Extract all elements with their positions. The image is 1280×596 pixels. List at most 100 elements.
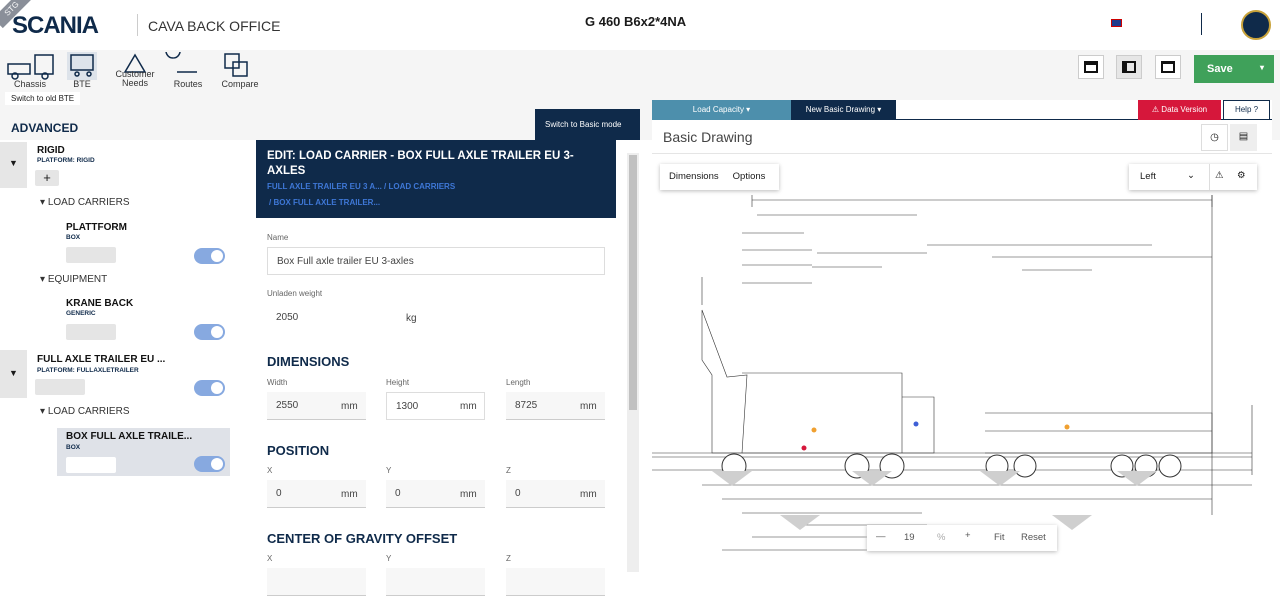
label: Left bbox=[1140, 171, 1156, 182]
label: X bbox=[267, 466, 273, 475]
breadcrumb[interactable]: FULL AXLE TRAILER EU 3 A... / LOAD CARRI… bbox=[267, 182, 456, 191]
label: Data Version bbox=[1161, 105, 1208, 114]
tree-label: EQUIPMENT bbox=[47, 274, 108, 285]
unit: mm bbox=[580, 489, 597, 500]
caret[interactable]: ▼ bbox=[0, 142, 27, 188]
label: Help bbox=[1234, 105, 1252, 114]
switch-basic[interactable]: Switch to Basic mode bbox=[535, 109, 640, 140]
tool-bte[interactable]: BTE bbox=[73, 79, 91, 89]
options-btn[interactable]: Options bbox=[732, 171, 766, 182]
tree-label: ▾ LOAD CARRIERS bbox=[40, 197, 130, 208]
tree-label: BOX FULL AXLE TRAILE... bbox=[66, 431, 193, 442]
label: Unladen weight bbox=[267, 289, 323, 298]
toggle[interactable] bbox=[194, 248, 225, 264]
tree-sub: PLATFORM: FULLAXLETRAILER bbox=[37, 367, 139, 374]
tool-chassis[interactable]: Chassis bbox=[13, 79, 46, 89]
divider bbox=[137, 14, 138, 36]
zoom-bar: — 19 % + Fit Reset bbox=[867, 525, 1057, 551]
item-actions[interactable] bbox=[66, 324, 116, 340]
unit: kg bbox=[406, 313, 417, 324]
input[interactable] bbox=[267, 568, 366, 596]
view-btn[interactable] bbox=[1078, 55, 1104, 79]
divider bbox=[1201, 13, 1202, 35]
input[interactable]: 0 bbox=[386, 480, 485, 508]
caret[interactable]: ▼ bbox=[0, 350, 27, 398]
zoom-in[interactable]: + bbox=[965, 530, 971, 541]
tree-label: KRANE BACK bbox=[66, 298, 134, 309]
input[interactable]: 0 bbox=[506, 480, 605, 508]
zoom-value[interactable]: 19 bbox=[904, 532, 915, 543]
drawing-heading: Basic Drawing bbox=[663, 129, 753, 145]
item-actions[interactable] bbox=[66, 247, 116, 263]
weight-input[interactable]: 2050 bbox=[267, 304, 417, 332]
item-actions[interactable] bbox=[35, 379, 85, 395]
scrollbar[interactable] bbox=[232, 144, 242, 572]
label: Z bbox=[506, 466, 511, 475]
label: Length bbox=[506, 378, 531, 387]
input[interactable]: 1300 bbox=[386, 392, 485, 420]
tab-label: Load Capacity bbox=[692, 105, 744, 114]
view-btn[interactable] bbox=[1155, 55, 1181, 79]
input[interactable]: 0 bbox=[267, 480, 366, 508]
vehicle: G 460 B6x2*4NA bbox=[585, 14, 687, 29]
input[interactable]: 8725 bbox=[506, 392, 605, 420]
toggle[interactable] bbox=[194, 380, 225, 396]
tab-label: New Basic Drawing bbox=[805, 105, 876, 114]
label: Y bbox=[386, 554, 392, 563]
tree-label: PLATTFORM bbox=[66, 222, 127, 233]
section-title: CENTER OF GRAVITY OFFSET bbox=[267, 531, 458, 546]
reset[interactable]: Reset bbox=[1021, 532, 1046, 543]
app-name: CAVA BACK OFFICE bbox=[148, 18, 281, 34]
brand: SCANIA bbox=[12, 12, 99, 39]
input[interactable]: 2550 bbox=[267, 392, 366, 420]
toolbar: Chassis BTE Customer Needs Routes Compar… bbox=[0, 50, 1280, 140]
label: Y bbox=[386, 466, 392, 475]
side-select[interactable]: Left ⌄ ⚠ ⚙ bbox=[1129, 164, 1257, 190]
print-btn[interactable]: ▤ bbox=[1230, 124, 1257, 151]
menu: Dimensions Options bbox=[660, 164, 779, 190]
save-button[interactable]: Save ▾ bbox=[1194, 55, 1274, 83]
toggle[interactable] bbox=[194, 456, 225, 472]
drawing-panel: Load Capacity ▾ New Basic Drawing ▾ ⚠ Da… bbox=[652, 100, 1272, 572]
tab[interactable]: Load Capacity ▾ bbox=[652, 100, 791, 120]
view-btn[interactable] bbox=[1116, 55, 1142, 79]
zoom-out[interactable]: — bbox=[876, 531, 886, 542]
save-label: Save bbox=[1207, 63, 1233, 75]
unit: mm bbox=[341, 401, 358, 412]
fit[interactable]: Fit bbox=[994, 532, 1005, 543]
rule bbox=[896, 119, 1272, 120]
flag[interactable] bbox=[1111, 19, 1122, 27]
advanced-title: ADVANCED bbox=[11, 121, 79, 135]
name-input[interactable]: Box Full axle trailer EU 3-axles bbox=[267, 247, 605, 275]
tab[interactable]: New Basic Drawing ▾ bbox=[791, 100, 896, 120]
input[interactable] bbox=[386, 568, 485, 596]
rule bbox=[652, 153, 1272, 154]
breadcrumb[interactable]: / BOX FULL AXLE TRAILER... bbox=[269, 198, 381, 207]
input[interactable] bbox=[506, 568, 605, 596]
unit: mm bbox=[460, 401, 477, 412]
switch-old[interactable]: Switch to old BTE bbox=[5, 92, 81, 105]
toggle[interactable] bbox=[194, 324, 225, 340]
label: X bbox=[267, 554, 273, 563]
tree-label: FULL AXLE TRAILER EU ... bbox=[37, 354, 166, 365]
add-btn[interactable]: + bbox=[35, 170, 59, 186]
item-actions[interactable] bbox=[66, 457, 116, 473]
help[interactable]: Help ? bbox=[1223, 100, 1270, 120]
form-header: EDIT: LOAD CARRIER - BOX FULL AXLE TRAIL… bbox=[256, 140, 616, 218]
history-btn[interactable]: ◷ bbox=[1201, 124, 1228, 151]
tree: ▼ RIGID PLATFORM: RIGID + ▾ LOAD CARRIER… bbox=[0, 140, 242, 572]
label: Height bbox=[386, 378, 410, 387]
unit: mm bbox=[580, 401, 597, 412]
tool-customer-needs[interactable]: Customer Needs bbox=[115, 69, 155, 88]
zoom-unit: % bbox=[937, 532, 946, 543]
dimensions-btn[interactable]: Dimensions bbox=[669, 171, 719, 182]
label: Z bbox=[506, 554, 511, 563]
tree-label: LOAD CARRIERS bbox=[47, 197, 130, 208]
tool-routes[interactable]: Routes bbox=[173, 79, 203, 89]
data-version[interactable]: ⚠ Data Version bbox=[1138, 100, 1221, 120]
tool-compare[interactable]: Compare bbox=[221, 79, 259, 89]
scrollbar[interactable] bbox=[627, 153, 639, 572]
tree-label: ▾ LOAD CARRIERS bbox=[40, 406, 130, 417]
tree-sub: BOX bbox=[66, 234, 81, 241]
